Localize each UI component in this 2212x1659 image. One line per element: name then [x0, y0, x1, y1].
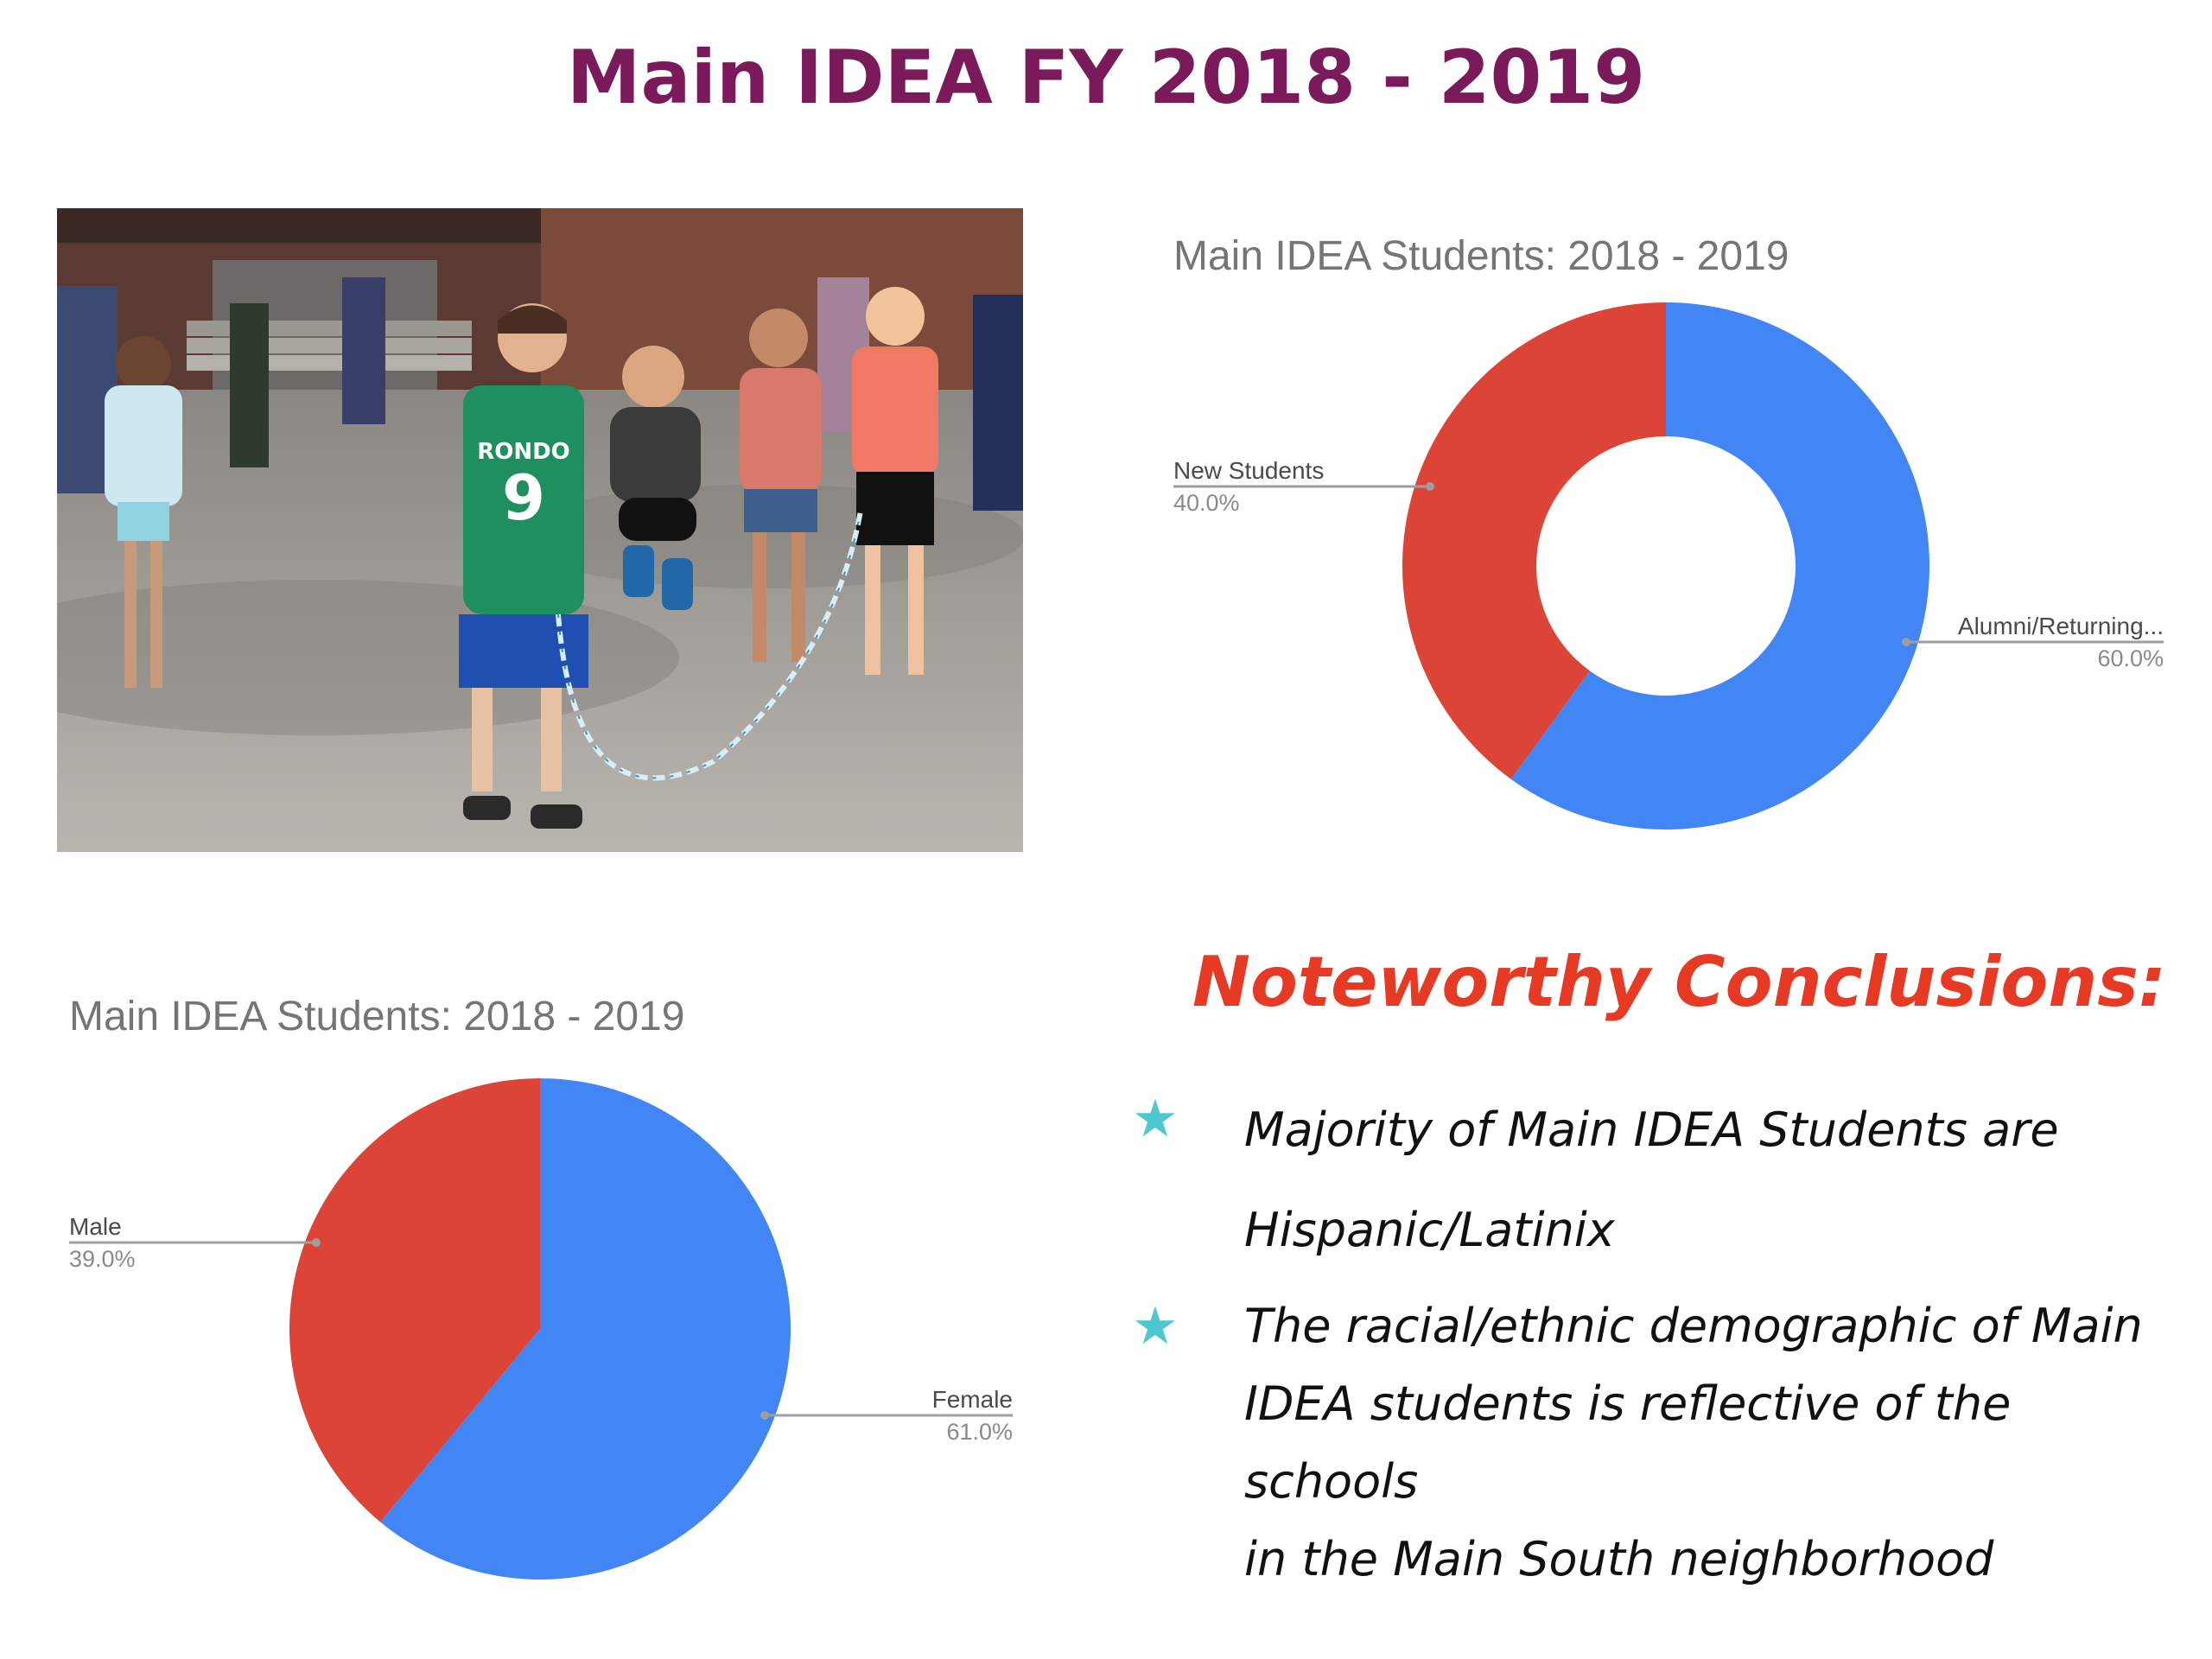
slice-percent-label: 40.0%: [1173, 490, 1240, 516]
leader-dot: [1902, 638, 1910, 646]
kids-jump-rope-photo: RONDO 9: [57, 208, 1023, 852]
slice-percent-label: 39.0%: [69, 1246, 136, 1272]
star-icon: ★: [1132, 1296, 1179, 1357]
chart-title: Main IDEA Students: 2018 - 2019: [69, 994, 684, 1039]
conclusion-line: in the Main South neighborhood: [1244, 1532, 1994, 1586]
conclusion-item: ★ Majority of Main IDEA Students are His…: [1132, 1080, 2169, 1281]
star-icon: ★: [1132, 1089, 1179, 1149]
slice-label: Female: [932, 1386, 1013, 1413]
conclusion-text: Majority of Main IDEA Students are Hispa…: [1244, 1080, 2059, 1281]
conclusion-line: Hispanic/Latinix: [1244, 1203, 1615, 1257]
pie-slice: [289, 1078, 540, 1522]
conclusion-line: The racial/ethnic demographic of Main: [1244, 1299, 2143, 1353]
pie-slice: [1510, 302, 1930, 830]
conclusion-item: ★ The racial/ethnic demographic of Main …: [1132, 1287, 2169, 1599]
conclusions-heading: Noteworthy Conclusions:: [1192, 942, 2166, 1022]
pie-chart: Main IDEA Students: 2018 - 2019 Alumni/Re…: [1173, 233, 2164, 830]
slice-percent-label: 61.0%: [946, 1419, 1013, 1445]
leader-dot: [1426, 482, 1434, 491]
page-title: Main IDEA FY 2018 - 2019: [566, 35, 1646, 121]
pie-slice: [1402, 302, 1666, 779]
conclusion-text: The racial/ethnic demographic of Main ID…: [1244, 1287, 2169, 1599]
photo-illustration: RONDO 9: [57, 208, 1023, 852]
pie-slice: [380, 1078, 791, 1580]
slice-label: Male: [69, 1213, 122, 1240]
slice-percent-label: 60.0%: [2097, 645, 2164, 671]
conclusion-line: Majority of Main IDEA Students are: [1244, 1103, 2059, 1157]
slice-label: New Students: [1173, 457, 1324, 484]
jersey-name: RONDO: [477, 439, 570, 465]
leader-dot: [760, 1411, 769, 1420]
pie-chart: Main IDEA Students: 2018 - 2019 Female 61.…: [69, 994, 1013, 1580]
leader-dot: [312, 1238, 321, 1247]
chart-title: Main IDEA Students: 2018 - 2019: [1173, 233, 1789, 279]
slice-label: Alumni/Returning...: [1958, 613, 2164, 639]
jersey-number: 9: [502, 461, 545, 534]
conclusion-line: IDEA students is reflective of the schoo…: [1244, 1376, 2012, 1509]
